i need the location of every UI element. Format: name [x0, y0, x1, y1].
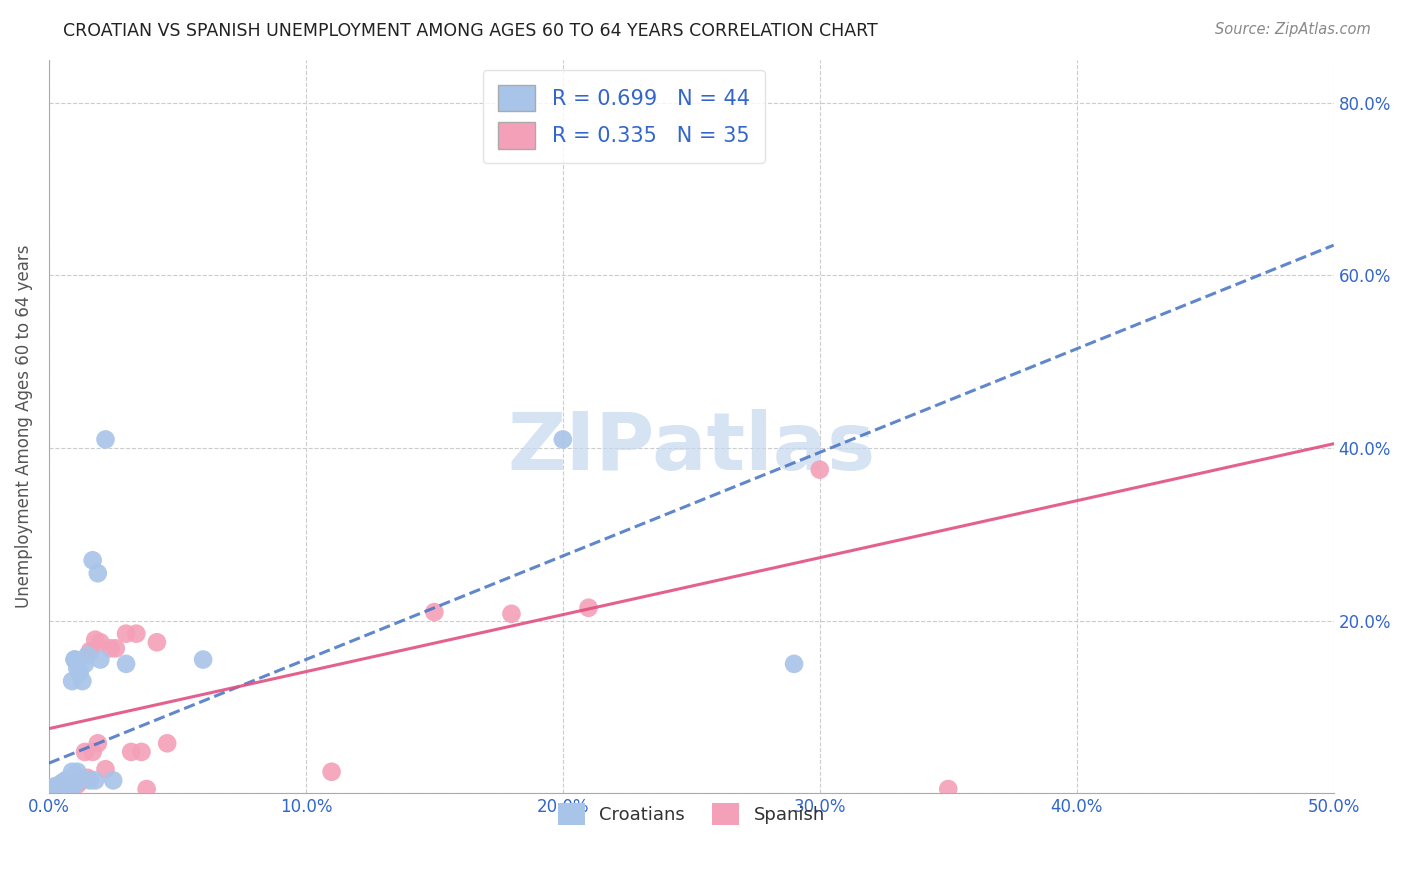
Point [45, 782, 67, 797]
Point [551, 433, 574, 447]
Point [87, 566, 110, 581]
Point [69, 665, 91, 680]
Point [191, 652, 214, 666]
Point [53, 780, 76, 794]
Point [936, 782, 959, 797]
Point [56, 778, 79, 792]
Point [60, 764, 83, 779]
Point [42, 784, 65, 798]
Point [51, 783, 73, 797]
Point [321, 764, 343, 779]
Point [578, 600, 600, 615]
Point [73, 657, 96, 671]
Point [66, 778, 89, 792]
Point [51, 782, 73, 797]
Point [100, 641, 122, 656]
Point [60, 780, 83, 794]
Point [82, 553, 104, 567]
Point [53, 782, 76, 797]
Point [104, 641, 127, 656]
Point [135, 782, 157, 797]
Point [58, 778, 80, 792]
Point [45, 781, 67, 796]
Point [79, 773, 101, 788]
Point [63, 652, 86, 666]
Point [131, 745, 153, 759]
Point [89, 652, 111, 666]
Point [48, 778, 70, 792]
Point [48, 783, 70, 797]
Point [115, 657, 138, 671]
Point [42, 780, 65, 794]
Point [53, 774, 76, 789]
Point [53, 780, 76, 794]
Point [84, 632, 107, 647]
Point [84, 773, 107, 788]
Point [58, 780, 80, 794]
Point [56, 782, 79, 797]
Point [41, 784, 63, 798]
Point [63, 652, 86, 666]
Point [103, 773, 125, 788]
Point [48, 780, 70, 794]
Point [53, 778, 76, 792]
Point [72, 674, 94, 689]
Point [120, 745, 142, 759]
Point [82, 745, 104, 759]
Text: CROATIAN VS SPANISH UNEMPLOYMENT AMONG AGES 60 TO 64 YEARS CORRELATION CHART: CROATIAN VS SPANISH UNEMPLOYMENT AMONG A… [63, 22, 877, 40]
Point [69, 771, 91, 785]
Point [783, 657, 806, 671]
Point [156, 736, 179, 750]
Point [89, 635, 111, 649]
Point [146, 635, 169, 649]
Point [48, 780, 70, 795]
Point [60, 674, 83, 689]
Point [56, 772, 79, 787]
Point [63, 778, 86, 792]
Point [51, 780, 73, 794]
Point [76, 771, 98, 785]
Point [51, 776, 73, 790]
Point [72, 773, 94, 788]
Point [66, 764, 89, 779]
Text: ZIPatlas: ZIPatlas [508, 409, 876, 488]
Point [501, 607, 523, 621]
Point [56, 780, 79, 794]
Point [66, 661, 89, 675]
Point [87, 736, 110, 750]
Point [94, 433, 117, 447]
Point [42, 782, 65, 797]
Y-axis label: Unemployment Among Ages 60 to 64 years: Unemployment Among Ages 60 to 64 years [15, 244, 32, 608]
Point [73, 745, 96, 759]
Point [125, 626, 148, 640]
Text: Source: ZipAtlas.com: Source: ZipAtlas.com [1215, 22, 1371, 37]
Point [45, 784, 67, 798]
Point [63, 776, 86, 790]
Point [94, 762, 117, 776]
Point [115, 626, 138, 640]
Point [423, 605, 446, 619]
Point [58, 776, 80, 790]
Point [79, 644, 101, 658]
Point [808, 462, 831, 476]
Point [69, 773, 91, 788]
Point [76, 648, 98, 663]
Legend: Croatians, Spanish: Croatians, Spanish [547, 792, 835, 836]
Point [56, 777, 79, 791]
